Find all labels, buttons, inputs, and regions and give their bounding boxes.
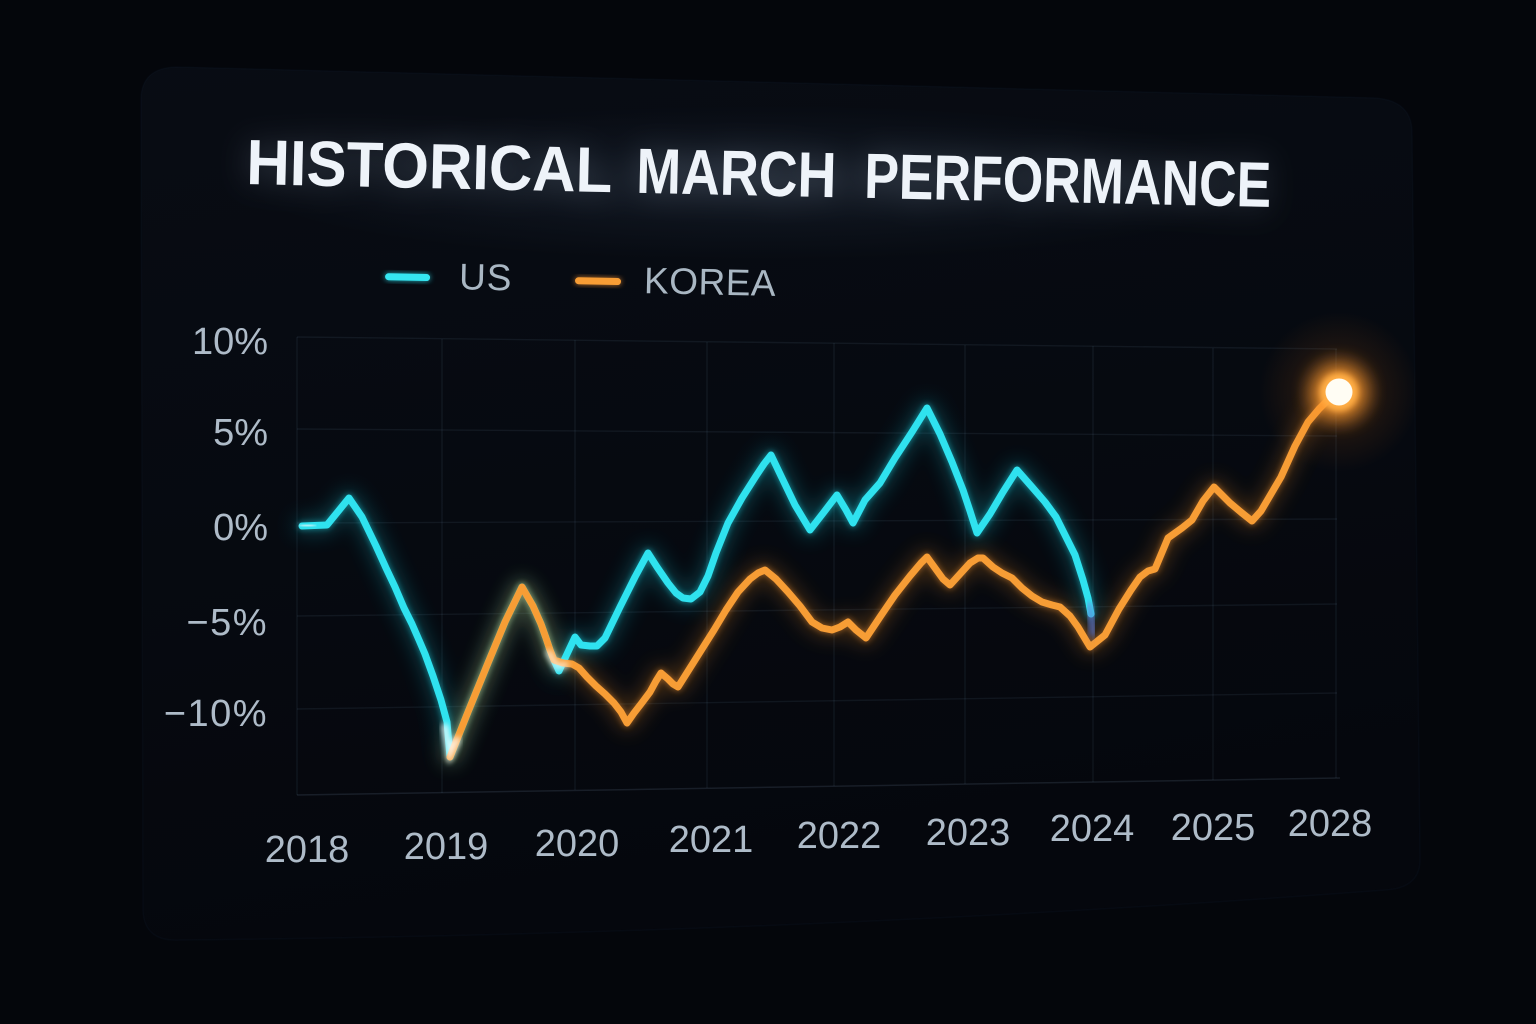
svg-text:HISTORICAL: HISTORICAL — [246, 127, 614, 206]
svg-text:2023: 2023 — [926, 812, 1011, 854]
svg-text:MARCH: MARCH — [636, 134, 838, 211]
svg-text:2021: 2021 — [669, 819, 754, 861]
svg-text:PERFORMANCE: PERFORMANCE — [864, 141, 1272, 221]
svg-text:−10%: −10% — [164, 693, 268, 735]
svg-text:MARCH: MARCH — [636, 134, 838, 211]
svg-text:US: US — [459, 256, 513, 298]
svg-text:2018: 2018 — [265, 829, 350, 871]
svg-text:5%: 5% — [213, 412, 268, 454]
svg-text:HISTORICAL: HISTORICAL — [246, 127, 614, 206]
svg-text:2025: 2025 — [1171, 807, 1256, 849]
svg-text:2028: 2028 — [1288, 803, 1373, 845]
svg-text:KOREA: KOREA — [644, 260, 777, 304]
svg-text:2020: 2020 — [535, 823, 620, 865]
svg-text:−5%: −5% — [186, 602, 268, 644]
svg-text:2022: 2022 — [797, 815, 882, 857]
svg-text:2024: 2024 — [1050, 808, 1135, 850]
svg-text:PERFORMANCE: PERFORMANCE — [864, 141, 1272, 221]
svg-text:0%: 0% — [213, 507, 268, 549]
svg-text:2019: 2019 — [404, 826, 489, 868]
svg-text:10%: 10% — [192, 321, 268, 363]
